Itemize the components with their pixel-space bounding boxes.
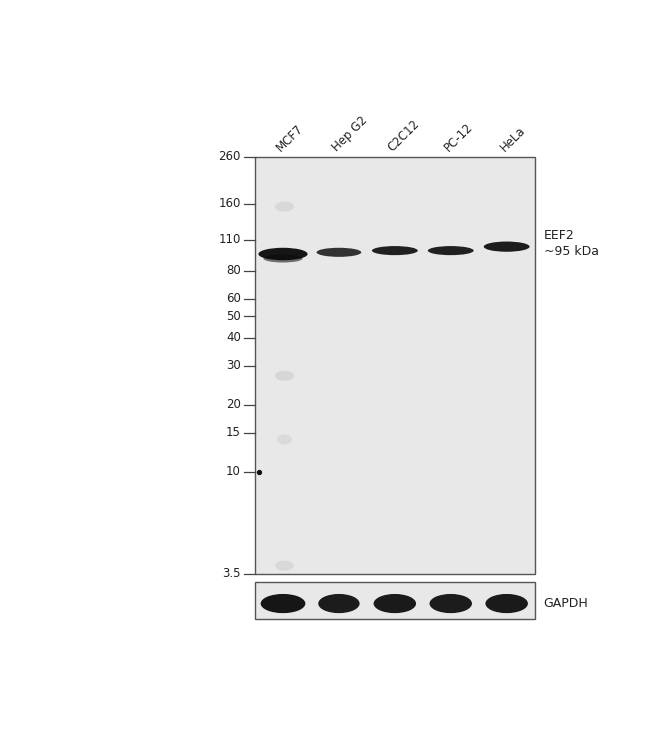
Text: 80: 80 bbox=[226, 264, 241, 277]
Text: 15: 15 bbox=[226, 426, 241, 439]
Text: EEF2
~95 kDa: EEF2 ~95 kDa bbox=[543, 229, 599, 258]
Ellipse shape bbox=[277, 434, 292, 444]
Text: 40: 40 bbox=[226, 331, 241, 344]
Text: 60: 60 bbox=[226, 292, 241, 305]
Text: 30: 30 bbox=[226, 359, 241, 372]
Text: 50: 50 bbox=[226, 310, 241, 323]
Text: 10: 10 bbox=[226, 466, 241, 478]
Text: 260: 260 bbox=[218, 150, 241, 163]
Ellipse shape bbox=[276, 561, 294, 570]
Text: Hep G2: Hep G2 bbox=[330, 113, 370, 154]
Bar bbox=[255, 156, 534, 573]
Ellipse shape bbox=[428, 246, 474, 255]
Bar bbox=[255, 582, 534, 619]
Ellipse shape bbox=[261, 594, 306, 613]
Ellipse shape bbox=[374, 594, 416, 613]
Ellipse shape bbox=[275, 371, 294, 381]
Text: 20: 20 bbox=[226, 399, 241, 411]
Ellipse shape bbox=[318, 594, 359, 613]
Ellipse shape bbox=[430, 594, 472, 613]
Ellipse shape bbox=[317, 248, 361, 257]
Text: 160: 160 bbox=[218, 197, 241, 210]
Ellipse shape bbox=[484, 242, 530, 252]
Text: 110: 110 bbox=[218, 234, 241, 246]
Ellipse shape bbox=[259, 248, 307, 260]
Text: HeLa: HeLa bbox=[497, 124, 528, 154]
Text: PC-12: PC-12 bbox=[441, 120, 475, 154]
Ellipse shape bbox=[263, 254, 302, 262]
Ellipse shape bbox=[486, 594, 528, 613]
Text: C2C12: C2C12 bbox=[385, 117, 422, 154]
Text: 3.5: 3.5 bbox=[222, 567, 241, 580]
Ellipse shape bbox=[372, 246, 418, 255]
Ellipse shape bbox=[275, 201, 294, 212]
Text: GAPDH: GAPDH bbox=[543, 597, 588, 610]
Text: MCF7: MCF7 bbox=[274, 122, 306, 154]
